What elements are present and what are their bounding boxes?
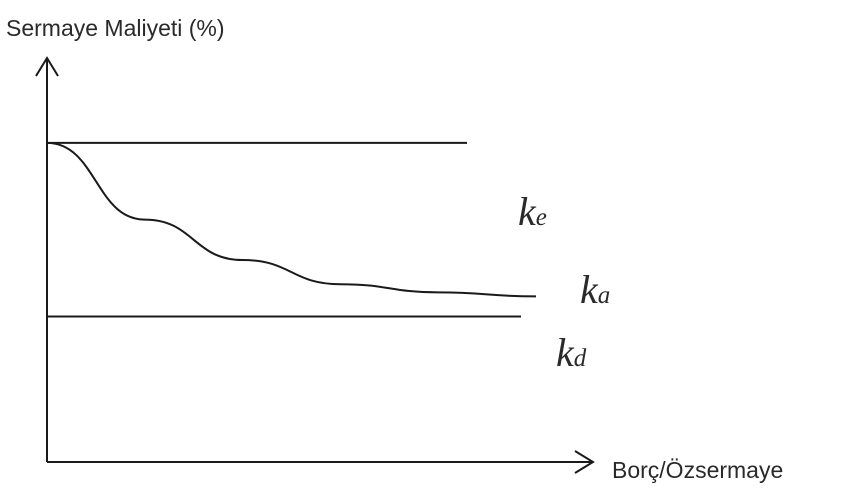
series-line-ka xyxy=(46,141,537,298)
series-label-ke: ke xyxy=(518,189,547,234)
x-axis xyxy=(47,450,595,474)
x-axis-arrow-icon xyxy=(574,450,595,474)
x-axis-title: Borç/Özsermaye xyxy=(612,457,783,483)
series-label-kd: kd xyxy=(556,330,587,375)
series-label-ka: ka xyxy=(580,267,610,312)
y-axis xyxy=(35,56,59,462)
y-axis-arrow-icon xyxy=(35,56,59,77)
y-axis-title: Sermaye Maliyeti (%) xyxy=(6,15,225,41)
